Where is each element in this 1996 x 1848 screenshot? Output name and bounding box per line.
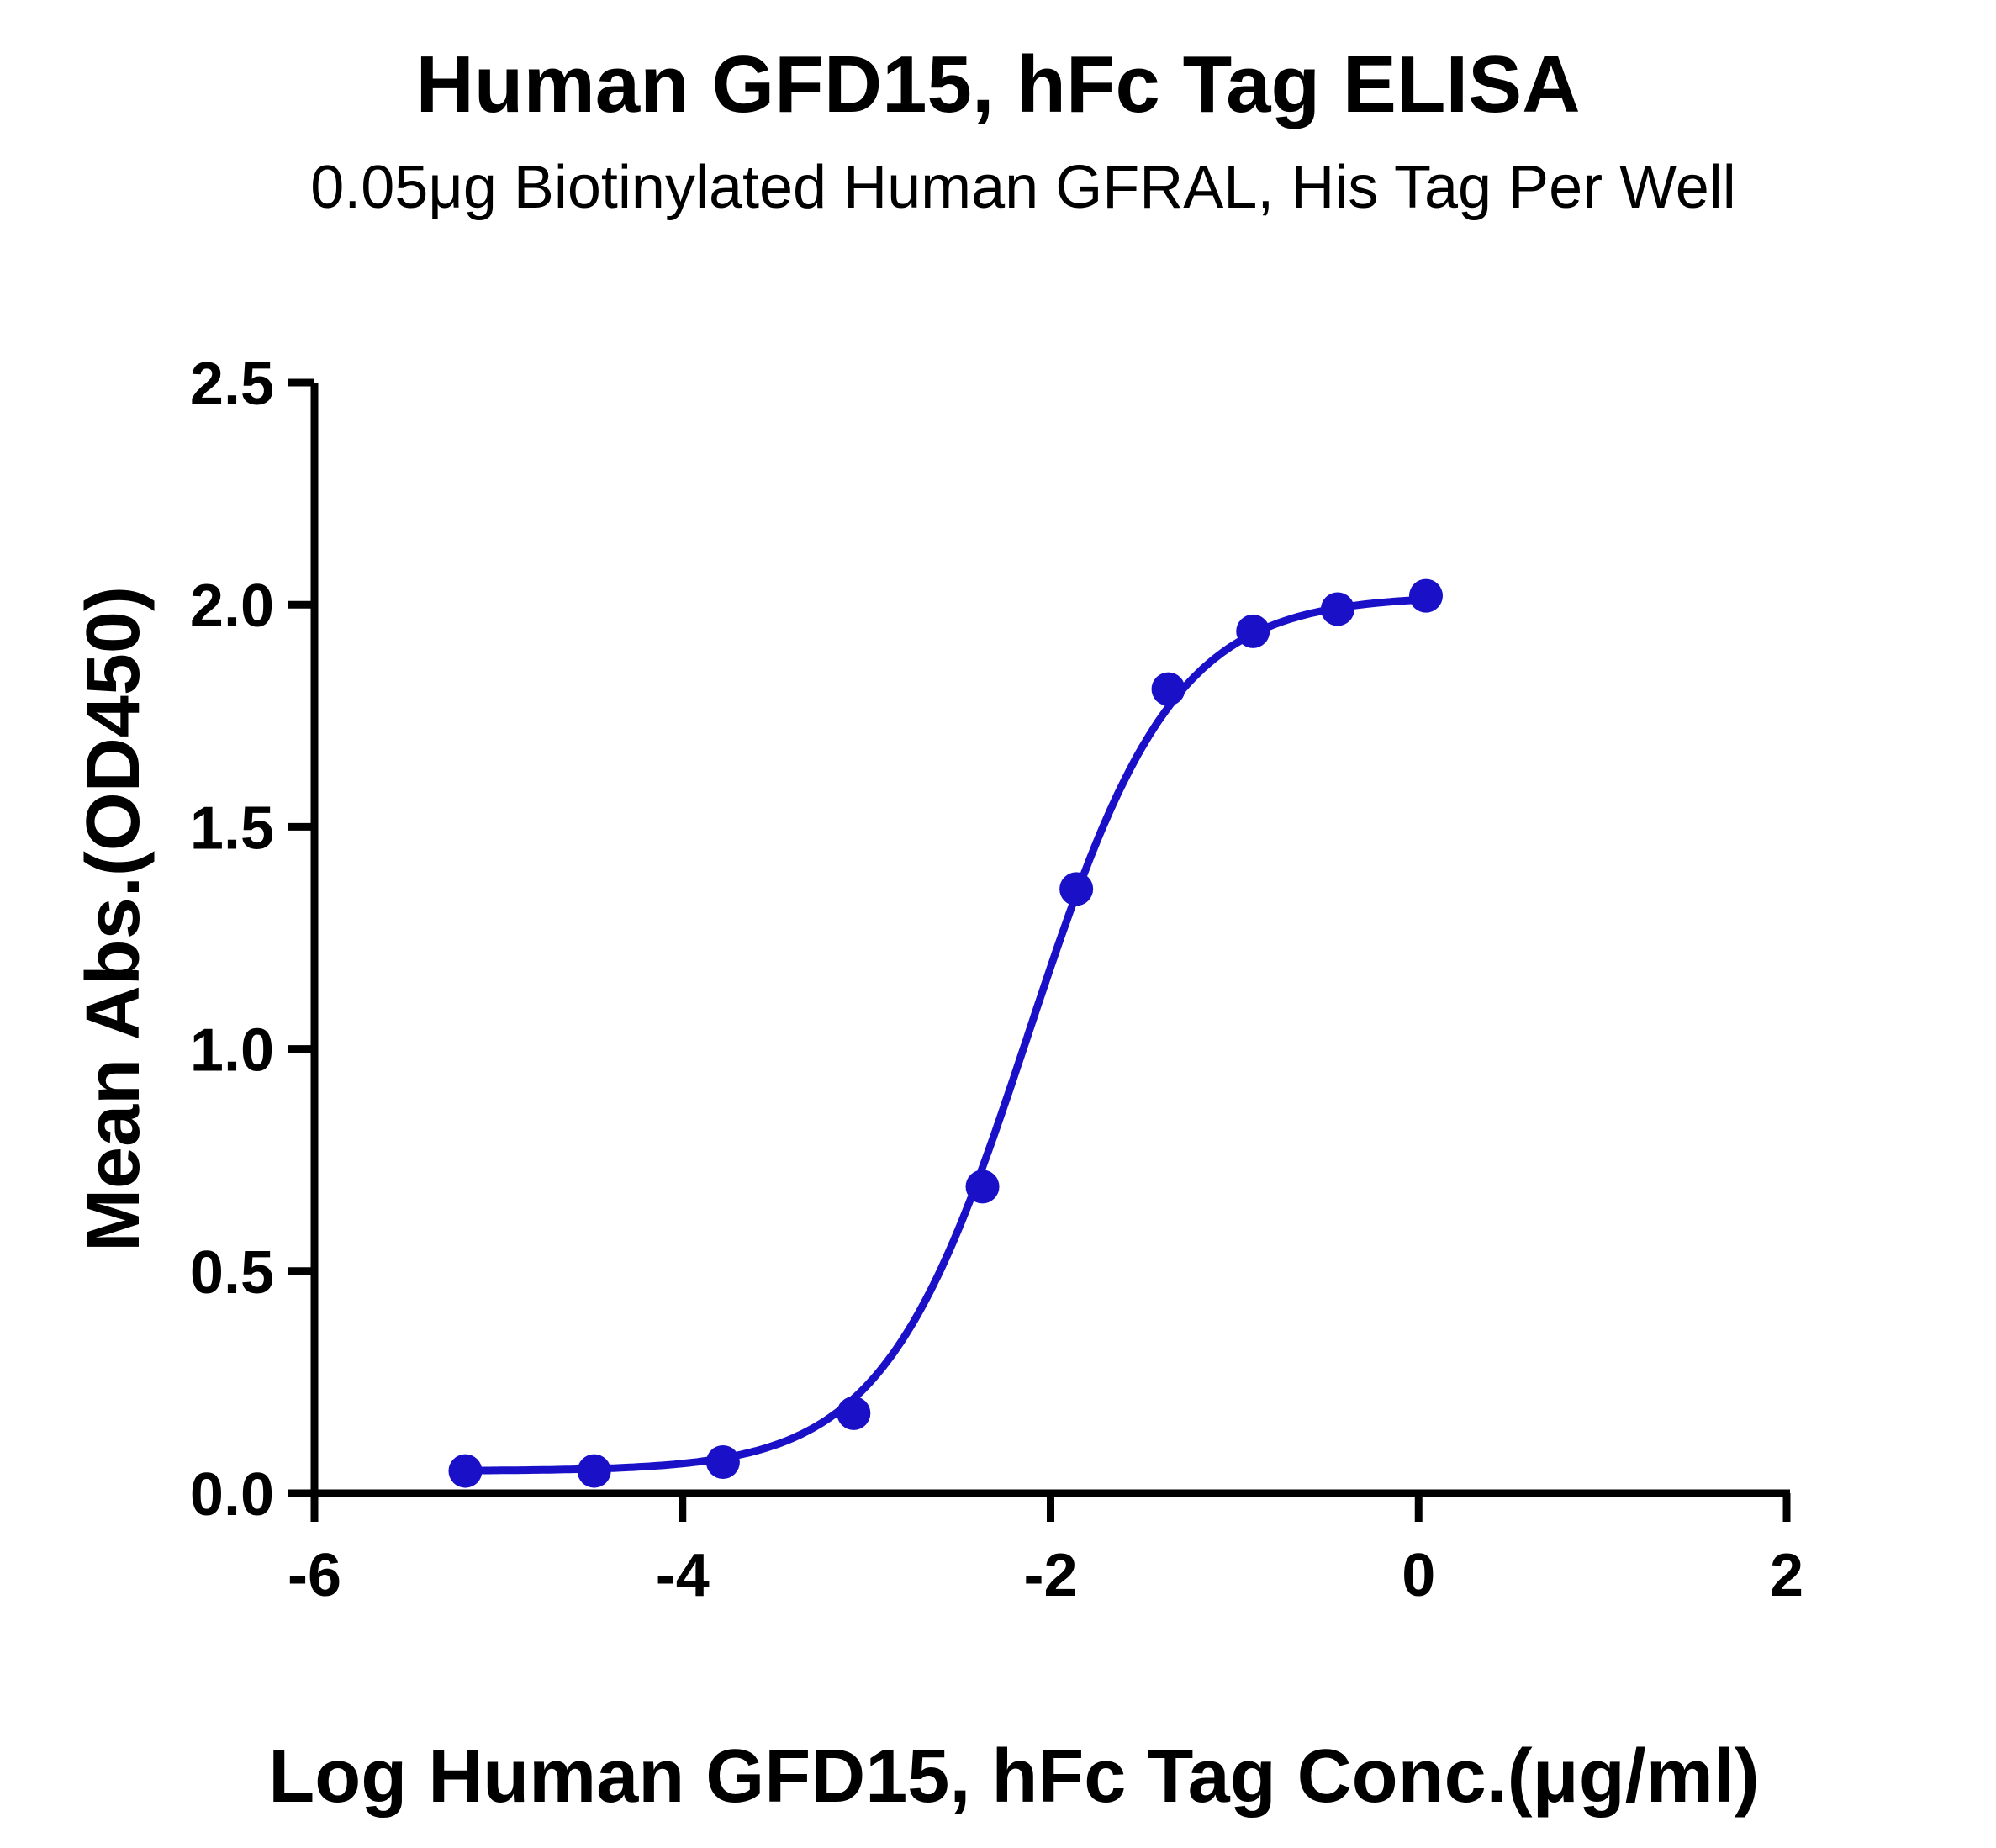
chart-title: Human GFD15, hFc Tag ELISA [415, 40, 1581, 129]
axes [288, 378, 1791, 1522]
chart-subtitle: 0.05μg Biotinylated Human GFRAL, His Tag… [310, 154, 1736, 221]
data-point [577, 1454, 611, 1488]
data-point [1320, 592, 1354, 626]
y-tick-label: 2.5 [190, 351, 274, 418]
data-point [1151, 672, 1185, 706]
x-tick-label: -6 [288, 1542, 341, 1609]
data-points [448, 578, 1444, 1488]
y-tick-label: 1.5 [190, 795, 274, 862]
data-point [705, 1445, 740, 1480]
data-point [965, 1170, 1000, 1204]
y-axis-label: Mean Abs.(OD450) [71, 586, 156, 1252]
tick-labels: 0.0 0.5 1.0 1.5 2.0 2.5 -6 -4 -2 0 2 [190, 351, 1803, 1609]
data-point [1409, 578, 1444, 613]
x-tick-label: -2 [1023, 1542, 1077, 1609]
fit-curve [462, 595, 1430, 1475]
data-point [448, 1454, 483, 1488]
x-tick-label: 2 [1770, 1542, 1803, 1609]
y-tick-label: 0.5 [190, 1239, 274, 1307]
y-tick-label: 1.0 [190, 1017, 274, 1085]
y-tick-label: 0.0 [190, 1461, 274, 1529]
data-point [837, 1396, 871, 1430]
data-point [1236, 614, 1270, 648]
x-axis-label: Log Human GFD15, hFc Tag Conc.(μg/ml) [268, 1734, 1759, 1819]
data-point [1059, 872, 1094, 906]
x-tick-label: 0 [1402, 1542, 1435, 1609]
y-tick-label: 2.0 [190, 573, 274, 640]
x-tick-label: -4 [656, 1542, 710, 1609]
